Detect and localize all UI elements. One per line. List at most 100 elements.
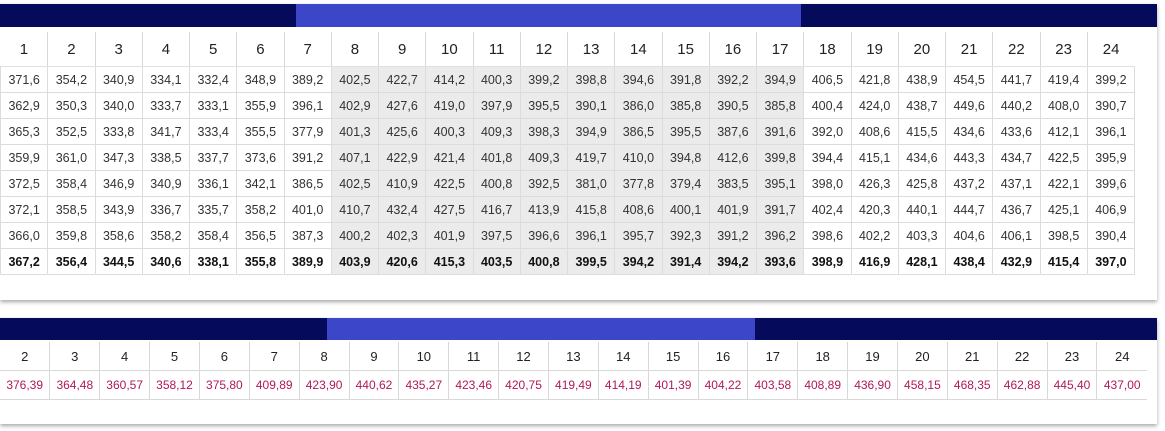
hour-header: 13 <box>566 32 615 67</box>
table-cell: 391,8 <box>661 66 710 93</box>
table-cell: 402,2 <box>850 222 899 249</box>
average-table: 2 3 4 5 6 7 8 9 10 11 12 13 14 15 16 17 18 19 20 21 22 23 24 3… <box>0 342 1147 400</box>
table-cell: 438,7 <box>897 92 947 119</box>
average-cell: 376,39 <box>0 370 50 400</box>
table-row: 365,3 352,5 333,8 341,7 333,4 355,5 377,9 401,3… <box>0 118 1136 145</box>
table-cell: 358,6 <box>94 222 143 249</box>
table-cell: 358,2 <box>141 222 191 249</box>
hour-header: 24 <box>1086 32 1135 67</box>
hour-header-row: 1 2 3 4 5 6 7 8 9 10 11 12 13 14 15 16 17 18 19 20 21 22 23 24 <box>0 32 1135 67</box>
total-cell: 391,4 <box>661 248 710 275</box>
table-cell: 365,3 <box>0 118 49 145</box>
total-cell: 356,4 <box>47 248 96 275</box>
table-cell: 383,5 <box>708 170 758 197</box>
table-row: 366,0 359,8 358,6 358,2 358,4 356,5 387,3 400,2… <box>0 222 1136 249</box>
table-cell: 333,8 <box>94 118 143 145</box>
hour-header: 3 <box>49 342 100 371</box>
table-cell: 361,0 <box>47 144 96 171</box>
table-cell: 425,1 <box>1039 196 1088 223</box>
table-cell: 394,4 <box>803 144 852 171</box>
hour-header: 14 <box>597 342 649 371</box>
table-cell: 391,2 <box>283 144 332 171</box>
table-cell: 415,8 <box>566 196 616 223</box>
table-cell: 355,5 <box>236 118 285 145</box>
hour-header-row: 2 3 4 5 6 7 8 9 10 11 12 13 14 15 16 17 18 19 20 21 22 23 24 <box>0 342 1147 371</box>
table-cell: 392,5 <box>519 170 569 197</box>
hour-header: 14 <box>614 32 662 67</box>
table-cell: 346,9 <box>94 170 143 197</box>
table-cell: 443,3 <box>944 144 994 171</box>
total-cell: 415,4 <box>1039 248 1088 275</box>
hour-header: 12 <box>519 32 568 67</box>
average-cell: 436,90 <box>847 370 898 400</box>
total-cell: 400,8 <box>519 248 569 275</box>
table-cell: 424,0 <box>850 92 899 119</box>
table-cell: 422,5 <box>1039 144 1088 171</box>
table-cell: 336,1 <box>188 170 238 197</box>
total-cell: 399,5 <box>566 248 616 275</box>
table-cell: 398,5 <box>1039 222 1088 249</box>
table-cell: 449,6 <box>944 92 994 119</box>
hour-header: 12 <box>498 342 549 371</box>
total-cell: 338,1 <box>188 248 238 275</box>
table-cell: 401,8 <box>472 144 521 171</box>
average-cell: 409,89 <box>248 370 300 400</box>
table-cell: 394,9 <box>755 66 805 93</box>
table-cell: 373,6 <box>236 144 285 171</box>
total-cell: 355,8 <box>236 248 285 275</box>
table-cell: 358,4 <box>188 222 238 249</box>
total-cell: 403,9 <box>330 248 380 275</box>
total-cell: 428,1 <box>897 248 947 275</box>
hour-header: 16 <box>708 32 757 67</box>
table-row: 372,1 358,5 343,9 336,7 335,7 358,2 401,0 410,7… <box>0 196 1136 223</box>
hour-header: 15 <box>661 32 710 67</box>
table-cell: 402,3 <box>377 222 427 249</box>
hour-header: 2 <box>0 342 50 371</box>
table-cell: 396,1 <box>283 92 332 119</box>
table-cell: 408,6 <box>850 118 899 145</box>
average-cell: 408,89 <box>797 370 848 400</box>
hour-header: 4 <box>141 32 190 67</box>
table-cell: 392,3 <box>661 222 710 249</box>
total-cell: 367,2 <box>0 248 49 275</box>
hour-header: 10 <box>398 342 449 371</box>
total-cell: 420,6 <box>377 248 427 275</box>
total-cell: 403,5 <box>472 248 521 275</box>
total-cell: 389,9 <box>283 248 332 275</box>
table-cell: 391,6 <box>755 118 805 145</box>
table-cell: 399,8 <box>755 144 805 171</box>
total-cell: 393,6 <box>755 248 805 275</box>
hour-header: 10 <box>425 32 473 67</box>
hour-header: 9 <box>348 342 399 371</box>
table-cell: 422,5 <box>425 170 474 197</box>
hour-header: 1 <box>0 32 48 67</box>
average-cell: 445,40 <box>1046 370 1097 400</box>
total-cell: 432,9 <box>992 248 1041 275</box>
table-cell: 398,0 <box>803 170 852 197</box>
hourly-data-table: 1 2 3 4 5 6 7 8 9 10 11 12 13 14 15 16 17 18 19 20 21 22 23 24 … <box>0 32 1136 275</box>
average-cell: 358,12 <box>149 370 200 400</box>
table-cell: 337,7 <box>188 144 238 171</box>
hour-header: 17 <box>755 32 804 67</box>
table-cell: 398,8 <box>566 66 616 93</box>
table-cell: 359,9 <box>0 144 49 171</box>
hour-header: 7 <box>248 342 300 371</box>
table-cell: 438,9 <box>897 66 947 93</box>
table-cell: 371,6 <box>0 66 49 93</box>
table-cell: 434,6 <box>944 118 994 145</box>
average-cell: 375,80 <box>198 370 250 400</box>
table-cell: 391,2 <box>708 222 758 249</box>
table-cell: 422,1 <box>1039 170 1088 197</box>
hour-header: 22 <box>996 342 1048 371</box>
panel-header-bar <box>0 318 1157 340</box>
average-cell: 462,88 <box>996 370 1048 400</box>
table-cell: 362,9 <box>0 92 49 119</box>
hour-header: 20 <box>896 342 948 371</box>
table-cell: 386,5 <box>614 118 663 145</box>
table-cell: 420,3 <box>850 196 899 223</box>
table-cell: 333,7 <box>141 92 191 119</box>
total-cell: 416,9 <box>850 248 899 275</box>
total-cell: 438,4 <box>944 248 994 275</box>
table-cell: 392,0 <box>803 118 852 145</box>
table-cell: 413,9 <box>519 196 569 223</box>
